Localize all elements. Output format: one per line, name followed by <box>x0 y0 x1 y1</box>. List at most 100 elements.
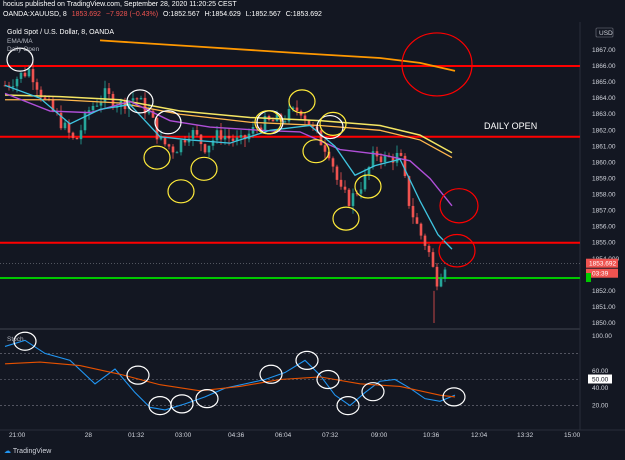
red-annotation-circle <box>401 32 473 97</box>
candle-body <box>327 151 331 159</box>
candle-body <box>171 146 175 153</box>
candle-body <box>143 97 147 114</box>
ema-indicator-label[interactable]: EMA/MA <box>7 38 33 45</box>
price-axis-tick: 1859.00 <box>592 175 616 182</box>
candle-body <box>59 112 63 129</box>
stoch-indicator-label[interactable]: Stoch <box>7 336 24 343</box>
candle-body <box>303 115 307 120</box>
price-axis-tick: 1855.00 <box>592 240 616 247</box>
time-axis-tick: 01:32 <box>128 432 145 439</box>
stoch-axis-tick: 40.00 <box>592 385 609 392</box>
stoch-axis-tick: 100.00 <box>592 333 612 340</box>
time-axis-tick: 04:36 <box>228 432 245 439</box>
stoch-annotation-circle <box>13 331 37 351</box>
candle-body <box>63 122 67 129</box>
time-axis-tick: 07:32 <box>322 432 339 439</box>
candle-body <box>107 88 111 94</box>
stoch-annotation-circle <box>442 387 466 407</box>
candle-body <box>147 110 151 114</box>
stoch-axis-tick: 20.00 <box>592 403 609 410</box>
current-price-badge: 1853.692 <box>589 261 616 268</box>
candle-body <box>227 135 231 139</box>
candle-body <box>23 72 27 77</box>
candle-body <box>71 132 75 138</box>
close-value: C:1853.692 <box>285 11 322 18</box>
candle-body <box>291 107 295 109</box>
candle-body <box>411 205 415 218</box>
low-value: L:1852.567 <box>245 11 281 18</box>
ema-orange-line <box>99 39 456 72</box>
price-axis-tick: 1856.00 <box>592 224 616 231</box>
stoch-value-badge-box <box>588 374 612 384</box>
candle-body <box>191 130 195 139</box>
candle-body <box>423 235 427 246</box>
candle-body <box>35 82 39 90</box>
yellow-annotation-circle <box>143 145 171 170</box>
tradingview-logo: ☁ TradingView <box>4 447 51 455</box>
stoch-annotation-circle <box>361 382 385 402</box>
candle-body <box>415 217 419 224</box>
yellow-annotation-circle <box>254 110 282 135</box>
stoch-k-line <box>4 339 456 411</box>
candle-body <box>43 97 47 99</box>
white-annotation-circle <box>126 89 154 114</box>
ema-purple-line <box>4 92 453 207</box>
stoch-annotation-circle <box>336 396 360 416</box>
stoch-annotation-circle <box>170 394 194 414</box>
candle-body <box>279 114 283 122</box>
stoch-annotation-circle <box>126 365 150 385</box>
ema-cyan-line <box>4 84 453 250</box>
candle-body <box>87 110 91 114</box>
price-change: −7.928 (−0.43%) <box>105 11 159 18</box>
candle-body <box>111 93 115 107</box>
candle-body <box>379 156 383 163</box>
green-level-marker <box>586 273 591 283</box>
price-axis-tick: 1867.00 <box>592 47 616 54</box>
candle-body <box>431 252 435 267</box>
stoch-annotation-circle <box>195 389 219 409</box>
candle-body <box>295 107 299 111</box>
candle-body <box>183 140 187 143</box>
candle-body <box>199 134 203 145</box>
candle-body <box>419 223 423 236</box>
countdown-badge-box <box>586 268 618 278</box>
candle-body <box>19 72 23 79</box>
yellow-annotation-circle <box>167 179 195 204</box>
daily-open-indicator-label[interactable]: Daily Open <box>7 46 40 53</box>
current-price-badge-box <box>586 258 618 268</box>
countdown-badge: 03:39 <box>592 271 609 278</box>
time-axis-tick: 03:00 <box>175 432 192 439</box>
currency-badge: USD <box>599 30 613 37</box>
candle-body <box>51 99 55 111</box>
candle-body <box>399 152 403 156</box>
white-annotation-circle <box>154 110 182 135</box>
red-annotation-circle <box>438 233 476 268</box>
ohlc-readout: OANDA:XAUUSD, 8 1853.692 −7.928 (−0.43%)… <box>3 11 325 18</box>
candle-body <box>175 152 179 154</box>
time-axis-tick: 06:04 <box>275 432 292 439</box>
stoch-value-badge: 50.00 <box>592 377 609 384</box>
symbol-label: OANDA:XAUUSD, 8 <box>3 11 67 18</box>
candle-body <box>75 137 79 140</box>
candle-body <box>203 144 207 153</box>
time-axis-tick: 09:00 <box>371 432 388 439</box>
time-axis-tick: 13:32 <box>517 432 534 439</box>
candle-body <box>307 119 311 126</box>
candle-body <box>7 85 11 87</box>
white-annotation-circle <box>6 47 34 72</box>
time-axis-tick: 28 <box>85 432 93 439</box>
yellow-annotation-circle <box>319 111 347 136</box>
open-value: O:1852.567 <box>163 11 200 18</box>
price-axis-tick: 1860.00 <box>592 159 616 166</box>
time-axis-tick: 12:04 <box>471 432 488 439</box>
candle-body <box>355 193 359 195</box>
chart-title: Gold Spot / U.S. Dollar, 8, OANDA <box>7 29 114 36</box>
currency-badge-box <box>595 27 614 38</box>
price-axis-tick: 1857.00 <box>592 208 616 215</box>
candle-body <box>219 130 223 140</box>
candle-body <box>27 69 31 77</box>
candle-body <box>319 130 323 146</box>
candle-body <box>223 135 227 140</box>
white-annotation-circle <box>316 114 344 140</box>
